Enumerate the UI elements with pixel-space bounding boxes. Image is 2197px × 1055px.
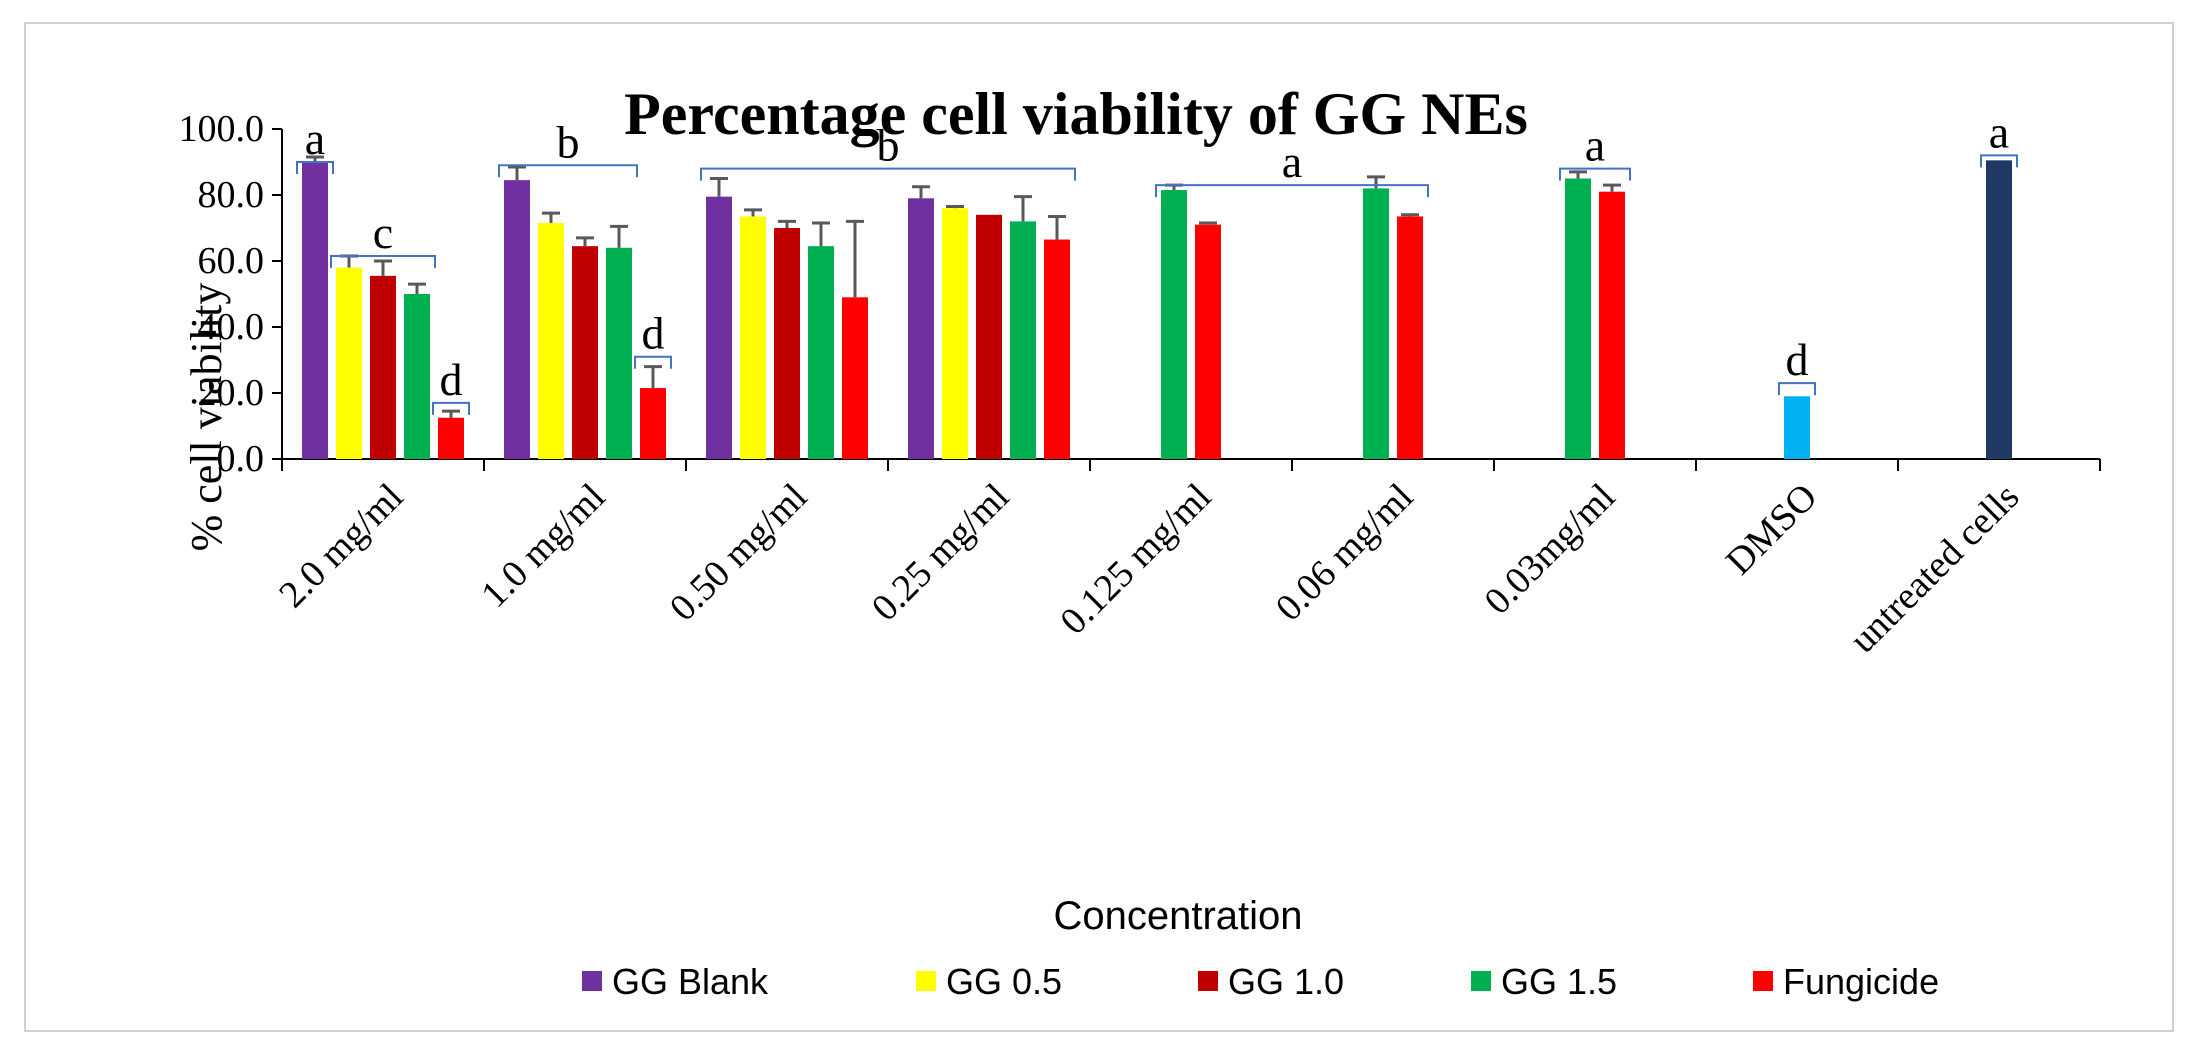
significance-bracket <box>1155 184 1429 198</box>
y-tick-label: 80.0 <box>198 174 265 216</box>
x-tick-label: 0.125 mg/ml <box>1052 476 1219 643</box>
bar <box>606 247 632 459</box>
significance-letter: b <box>557 116 580 167</box>
bar <box>1599 191 1625 459</box>
bar <box>842 297 868 459</box>
significance-bracket <box>700 167 1076 181</box>
bar <box>908 198 934 460</box>
y-axis-label: % cell viability <box>182 283 231 552</box>
legend-label: Fungicide <box>1783 961 1939 1002</box>
legend-label: GG 1.5 <box>1501 961 1617 1002</box>
bar <box>1397 216 1423 459</box>
significance-letter: d <box>642 308 665 359</box>
bar <box>740 216 766 459</box>
legend-label: GG Blank <box>612 961 769 1002</box>
significance-letter: a <box>1282 136 1302 187</box>
bar <box>438 417 464 459</box>
x-tick-label: 0.25 mg/ml <box>864 476 1018 630</box>
y-tick-label: 0.0 <box>217 438 265 480</box>
bars <box>302 155 2012 460</box>
y-tick-label: 60.0 <box>198 240 265 282</box>
bar <box>370 275 396 459</box>
legend-swatch <box>1753 971 1773 991</box>
bar <box>1044 239 1070 459</box>
bar <box>1986 160 2012 459</box>
significance-bracket <box>1980 154 2018 168</box>
legend-swatch <box>916 971 936 991</box>
significance-letter: a <box>305 113 325 164</box>
significance-letter: d <box>1786 334 1809 385</box>
x-axis-label: Concentration <box>1053 894 1302 938</box>
bar <box>404 294 430 459</box>
x-tick-label: untreated cells <box>1842 476 2028 662</box>
x-tick-label: 2.0 mg/ml <box>271 476 411 616</box>
bar <box>1565 178 1591 459</box>
significance-bracket <box>498 164 638 178</box>
bar <box>1784 396 1810 459</box>
y-tick-label: 40.0 <box>198 306 265 348</box>
legend-swatch <box>1471 971 1491 991</box>
x-tick-label: 1.0 mg/ml <box>473 476 613 616</box>
x-tick-label: 0.06 mg/ml <box>1268 476 1422 630</box>
legend-label: GG 1.0 <box>1228 961 1344 1002</box>
significance-bracket <box>296 161 334 174</box>
significance-letter: a <box>1585 120 1605 171</box>
significance-letter: a <box>1989 106 2009 157</box>
legend: GG Blank GG 0.5 GG 1.0 GG 1.5 Fungicide <box>582 961 1939 1002</box>
bar <box>1010 221 1036 459</box>
bar <box>942 208 968 459</box>
bar <box>976 214 1002 459</box>
significance-letter: d <box>440 354 463 405</box>
significance-letter: c <box>373 207 393 258</box>
bar <box>808 246 834 459</box>
legend-swatch <box>582 971 602 991</box>
x-tick-label: DMSO <box>1718 476 1825 583</box>
y-tick-label: 20.0 <box>198 372 265 414</box>
bar <box>1195 224 1221 459</box>
x-tick-label: 0.03mg/ml <box>1476 476 1623 623</box>
bar <box>336 267 362 459</box>
y-axis: 0.0 20.0 40.0 60.0 80.0 100.0 <box>179 108 283 480</box>
bar <box>706 196 732 459</box>
bar <box>504 180 530 459</box>
bar <box>1161 190 1187 460</box>
bar <box>1363 188 1389 459</box>
bar <box>774 228 800 459</box>
significance-letter: b <box>877 120 900 171</box>
chart-frame: Percentage cell viability of GG NEs 0.0 2… <box>24 22 2174 1032</box>
legend-swatch <box>1198 971 1218 991</box>
chart-title: Percentage cell viability of GG NEs <box>624 81 1528 147</box>
bar <box>640 388 666 459</box>
significance-bracket <box>330 255 436 269</box>
legend-label: GG 0.5 <box>946 961 1062 1002</box>
significance-bracket <box>1778 382 1816 396</box>
bar <box>302 162 328 459</box>
bar <box>572 246 598 459</box>
bar <box>538 223 564 459</box>
x-axis: 2.0 mg/ml 1.0 mg/ml 0.50 mg/ml 0.25 mg/ml 0.… <box>271 458 2101 662</box>
significance-bracket <box>432 401 470 415</box>
chart-canvas: Percentage cell viability of GG NEs 0.02… <box>179 81 2101 1002</box>
x-tick-label: 0.50 mg/ml <box>662 476 816 630</box>
y-tick-label: 100.0 <box>179 108 265 150</box>
significance-bracket <box>1559 167 1631 181</box>
significance-bracket <box>634 355 672 369</box>
